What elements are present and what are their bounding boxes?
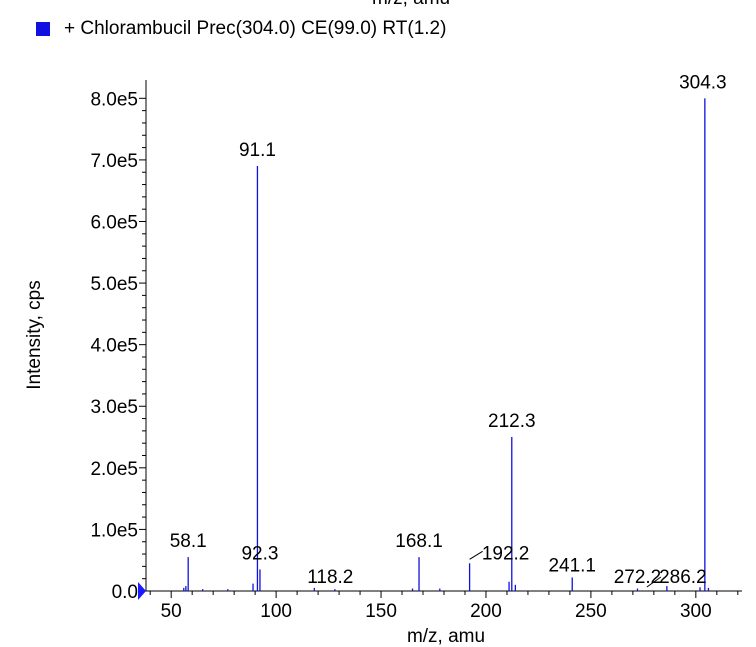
x-axis: 50 100 150 200 250 300	[138, 582, 742, 622]
y-tick-label: 0.0	[112, 582, 138, 603]
peak-label-leader	[469, 550, 483, 560]
peak-label: 118.2	[307, 567, 353, 588]
y-tick-label: 7.0e5	[90, 151, 138, 172]
x-tick-label: 100	[260, 601, 292, 622]
peak-label: 304.3	[679, 72, 727, 93]
peak-label: 241.1	[548, 555, 596, 576]
y-tick-label: 8.0e5	[90, 89, 138, 110]
peak-label: 212.3	[488, 411, 536, 432]
legend-label: + Chlorambucil Prec(304.0) CE(99.0) RT(1…	[64, 18, 447, 39]
peak-labels: 58.1 91.1 92.3 118.2 168.1 192.2 212.3 241.1 272…	[170, 72, 727, 588]
origin-marker	[138, 582, 146, 600]
spectrum-peaks	[183, 98, 710, 591]
legend-swatch	[36, 22, 50, 36]
peak-label: 58.1	[170, 531, 207, 552]
peak-label-leader	[646, 576, 662, 588]
y-tick-label: 3.0e5	[90, 397, 138, 418]
peak-label: 192.2	[482, 543, 530, 564]
y-tick-label: 2.0e5	[90, 459, 138, 480]
x-tick-label: 300	[680, 601, 712, 622]
peak-label: 92.3	[241, 543, 278, 564]
peak-label: 168.1	[395, 531, 443, 552]
y-tick-label: 6.0e5	[90, 212, 138, 233]
x-tick-label: 250	[575, 601, 607, 622]
legend: + Chlorambucil Prec(304.0) CE(99.0) RT(1…	[36, 18, 446, 40]
y-tick-label: 4.0e5	[90, 336, 138, 357]
clipped-axis-title: m/z, amu	[372, 0, 450, 10]
y-tick-label: 5.0e5	[90, 274, 138, 295]
y-tick-label: 1.0e5	[90, 520, 138, 541]
peak-label: 272.2	[614, 567, 662, 588]
peak-label: 286.2	[659, 567, 707, 588]
y-axis: 0.0 1.0e5 2.0e5 3.0e5 4.0e5 5.0e5 6.0e5 7.0e5 8.…	[90, 80, 147, 603]
peak-label: 91.1	[239, 140, 276, 161]
x-tick-label: 150	[365, 601, 397, 622]
y-axis-label: Intensity, cps	[24, 280, 45, 389]
x-tick-label: 200	[470, 601, 502, 622]
x-tick-label: 50	[161, 601, 182, 622]
x-axis-label: m/z, amu	[407, 626, 485, 647]
